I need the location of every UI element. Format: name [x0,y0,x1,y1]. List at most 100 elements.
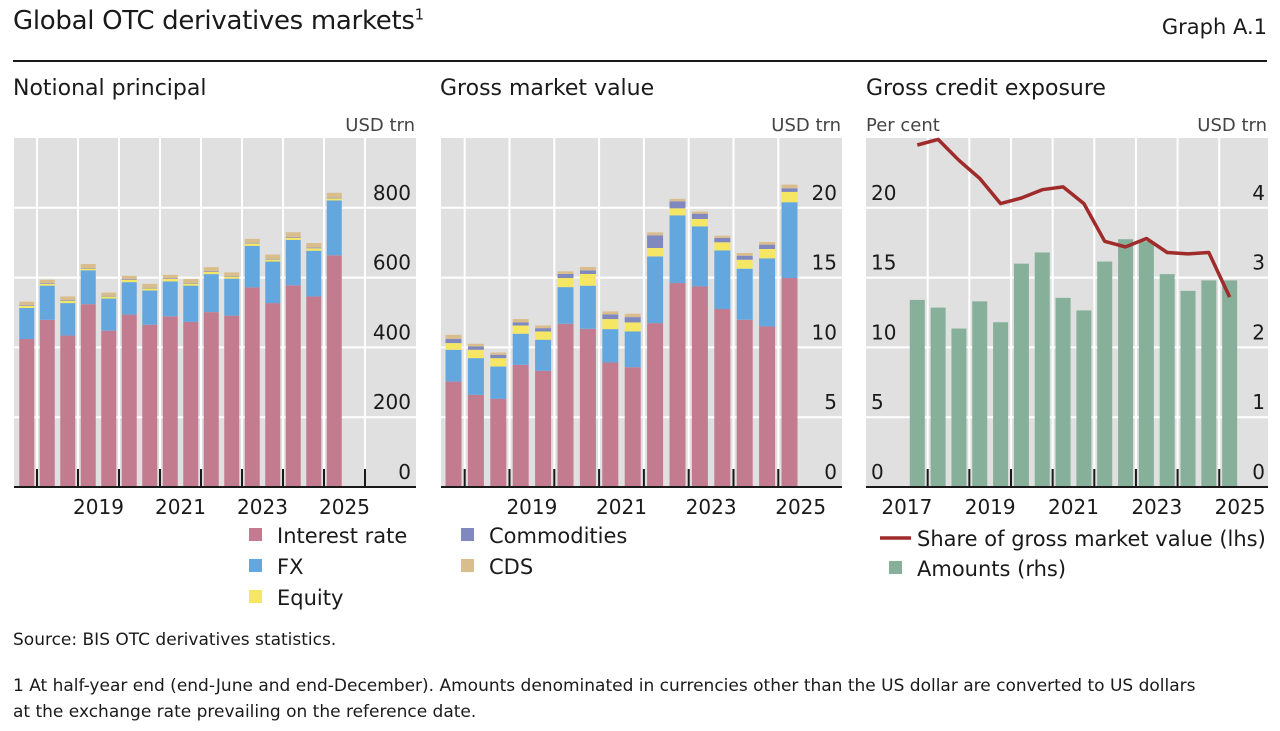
y-axis-unit-label: USD trn [345,115,415,136]
bar-fx-2021-H1 [602,329,619,363]
bar-cds-2025-H1 [326,192,342,198]
bar-cds-2021-H2 [624,313,641,318]
bar-equity-2018-H1 [467,349,484,359]
bar-commodities-2021-H1 [162,278,178,279]
panel-title-gross-market-value: Gross market value [440,76,655,101]
bar-commodities-2019-H2 [101,295,117,297]
bar-commodities-2019-H2 [535,328,552,332]
bar-fx-2018-H2 [490,366,507,399]
bar-cds-2023-H2 [714,235,731,238]
x-tick-label-2019: 2019 [506,495,557,519]
bar-interest_rate-2021-H2 [183,321,199,487]
bar-interest_rate-2019-H1 [512,364,529,487]
bar-interest_rate-2024-H2 [306,296,322,487]
x-tick-label-2025: 2025 [1215,495,1266,519]
legend-label-equity: Equity [277,586,343,610]
bar-interest_rate-2023-H2 [265,303,281,487]
bar-equity-2021-H2 [183,283,199,286]
bar-interest_rate-2023-H1 [244,287,260,487]
bar-commodities-2022-H1 [203,270,219,272]
y-tick-label-right-0: 0 [1252,460,1265,484]
bar-amounts-2023-H2 [1159,274,1175,487]
y-axis-unit-label: USD trn [771,115,841,136]
bar-fx-2025-H1 [781,202,798,279]
y-tick-label-15: 15 [812,251,837,275]
y-tick-label-right-3: 3 [1252,251,1265,275]
chart-panel-gross_credit_exposure: 2017 2019 2021 2023 2025 0 5 10 15 20 0 1 2 3 4 Per cen… [866,115,1268,519]
bar-amounts-2020-H1 [1013,263,1029,487]
bar-cds-2020-H2 [579,266,596,271]
header-rule [13,60,1267,62]
bar-equity-2022-H2 [224,276,240,279]
bar-interest_rate-2024-H1 [736,319,753,487]
graph-id: Graph A.1 [1161,15,1267,39]
bar-interest_rate-2022-H1 [647,323,664,487]
bar-equity-2024-H2 [306,248,322,251]
bar-interest_rate-2025-H1 [781,278,798,487]
y-tick-label-left-5: 5 [871,390,884,414]
bar-interest_rate-2023-H2 [714,309,731,487]
bar-amounts-2024-H1 [1180,290,1196,487]
bar-commodities-2021-H2 [183,282,199,284]
y-tick-label-5: 5 [824,390,837,414]
bar-interest_rate-2022-H2 [224,315,240,487]
bar-cds-2024-H2 [306,243,322,248]
x-tick-label-2023: 2023 [686,495,737,519]
bar-fx-2025-H1 [326,200,342,256]
graph-title: Global OTC derivatives markets1 [13,6,424,36]
bar-commodities-2024-H2 [306,247,322,249]
bar-cds-2022-H2 [669,198,686,202]
bar-interest_rate-2020-H2 [579,328,596,487]
bar-commodities-2017-H2 [445,339,462,344]
bar-fx-2020-H2 [142,290,158,325]
bar-fx-2022-H1 [647,256,664,324]
bar-fx-2023-H1 [691,226,708,287]
y-tick-label-0: 0 [398,460,411,484]
bar-cds-2023-H2 [265,254,281,259]
bar-equity-2019-H2 [101,296,117,299]
bar-fx-2018-H2 [60,303,76,336]
bar-equity-2019-H1 [512,325,529,334]
bar-equity-2018-H2 [60,300,76,304]
legend: Interest rate FX Equity Commodities CDS Share… [249,524,1266,610]
x-tick-label-2021: 2021 [596,495,647,519]
bar-equity-2018-H2 [490,358,507,367]
bar-interest_rate-2018-H1 [467,394,484,487]
bar-cds-2019-H2 [535,325,552,329]
footnote-marker: 1 [414,5,425,24]
bar-commodities-2023-H2 [714,237,731,243]
bar-interest_rate-2019-H1 [80,304,96,487]
bar-fx-2024-H1 [285,239,301,286]
bar-cds-2022-H2 [224,272,240,276]
legend-label-cds: CDS [489,555,533,579]
bar-cds-2022-H1 [203,267,219,271]
legend-label-fx: FX [277,555,303,579]
bar-cds-2017-H2 [19,301,35,306]
source-note: Source: BIS OTC derivatives statistics. [13,630,337,650]
x-tick-label-2017: 2017 [881,495,932,519]
legend-swatch-interest_rate [249,528,262,541]
bar-equity-2023-H1 [244,243,260,246]
bar-equity-2021-H1 [602,319,619,330]
bar-cds-2018-H1 [467,343,484,347]
y-tick-label-10: 10 [812,320,837,344]
bar-commodities-2025-H1 [326,197,342,199]
y-tick-label-20: 20 [812,181,837,205]
bar-equity-2017-H2 [445,343,462,350]
bar-equity-2024-H1 [736,259,753,269]
x-tick-label-2023: 2023 [237,495,288,519]
bar-interest_rate-2022-H1 [203,312,219,487]
bar-fx-2018-H1 [39,285,55,320]
bar-commodities-2019-H1 [80,267,96,269]
bar-interest_rate-2018-H2 [490,398,507,487]
bar-commodities-2023-H1 [244,242,260,244]
x-tick-label-2025: 2025 [319,495,370,519]
bar-fx-2019-H2 [101,298,117,331]
bar-amounts-2024-H2 [1201,280,1217,487]
chart-panel-gross_market_value: 2019 2021 2023 2025 0 5 10 15 20 USD trn [441,115,842,519]
bar-fx-2018-H1 [467,358,484,395]
bar-equity-2023-H1 [691,218,708,227]
bar-interest_rate-2018-H2 [60,335,76,487]
bar-equity-2025-H1 [326,198,342,201]
legend-label-share: Share of gross market value (lhs) [917,527,1266,551]
